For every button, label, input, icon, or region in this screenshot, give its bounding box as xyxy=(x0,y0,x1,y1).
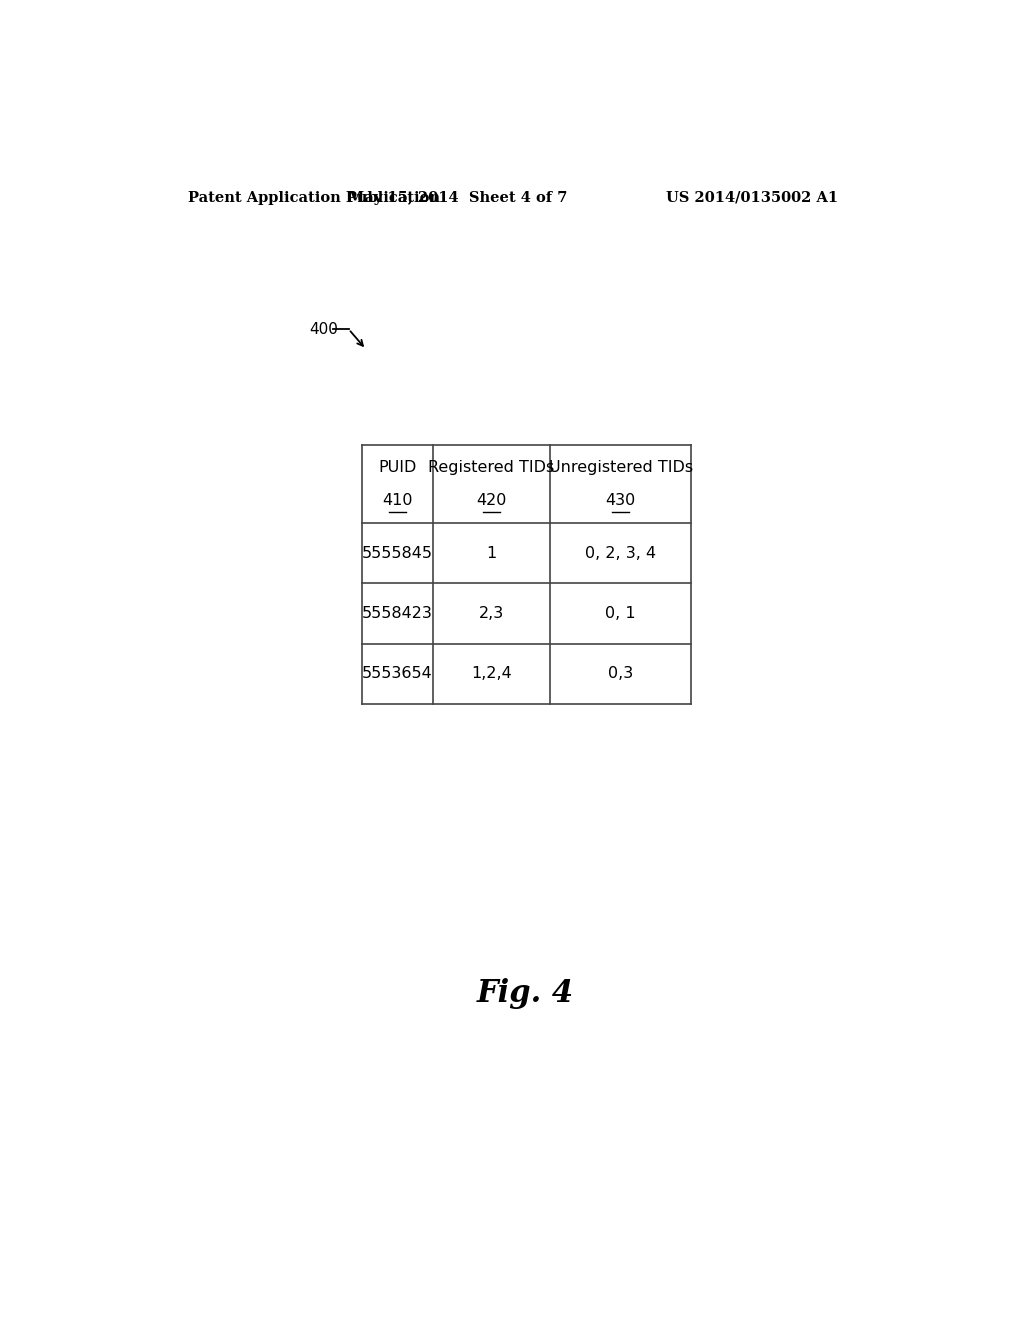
Text: 400: 400 xyxy=(309,322,338,337)
Text: Registered TIDs: Registered TIDs xyxy=(428,461,555,475)
Text: US 2014/0135002 A1: US 2014/0135002 A1 xyxy=(667,190,839,205)
Text: 420: 420 xyxy=(476,492,507,508)
Text: 1,2,4: 1,2,4 xyxy=(471,667,512,681)
Text: 0, 1: 0, 1 xyxy=(605,606,636,620)
Text: 2,3: 2,3 xyxy=(479,606,504,620)
Text: 430: 430 xyxy=(605,492,636,508)
Text: PUID: PUID xyxy=(378,461,417,475)
Text: May 15, 2014  Sheet 4 of 7: May 15, 2014 Sheet 4 of 7 xyxy=(348,190,567,205)
Text: Patent Application Publication: Patent Application Publication xyxy=(187,190,439,205)
Text: 5553654: 5553654 xyxy=(362,667,433,681)
Text: 410: 410 xyxy=(382,492,413,508)
Text: 0, 2, 3, 4: 0, 2, 3, 4 xyxy=(585,545,656,561)
Text: 1: 1 xyxy=(486,545,497,561)
Text: 5558423: 5558423 xyxy=(362,606,433,620)
Text: Unregistered TIDs: Unregistered TIDs xyxy=(549,461,692,475)
Text: 0,3: 0,3 xyxy=(608,667,633,681)
Text: Fig. 4: Fig. 4 xyxy=(476,978,573,1010)
Text: 5555845: 5555845 xyxy=(362,545,433,561)
